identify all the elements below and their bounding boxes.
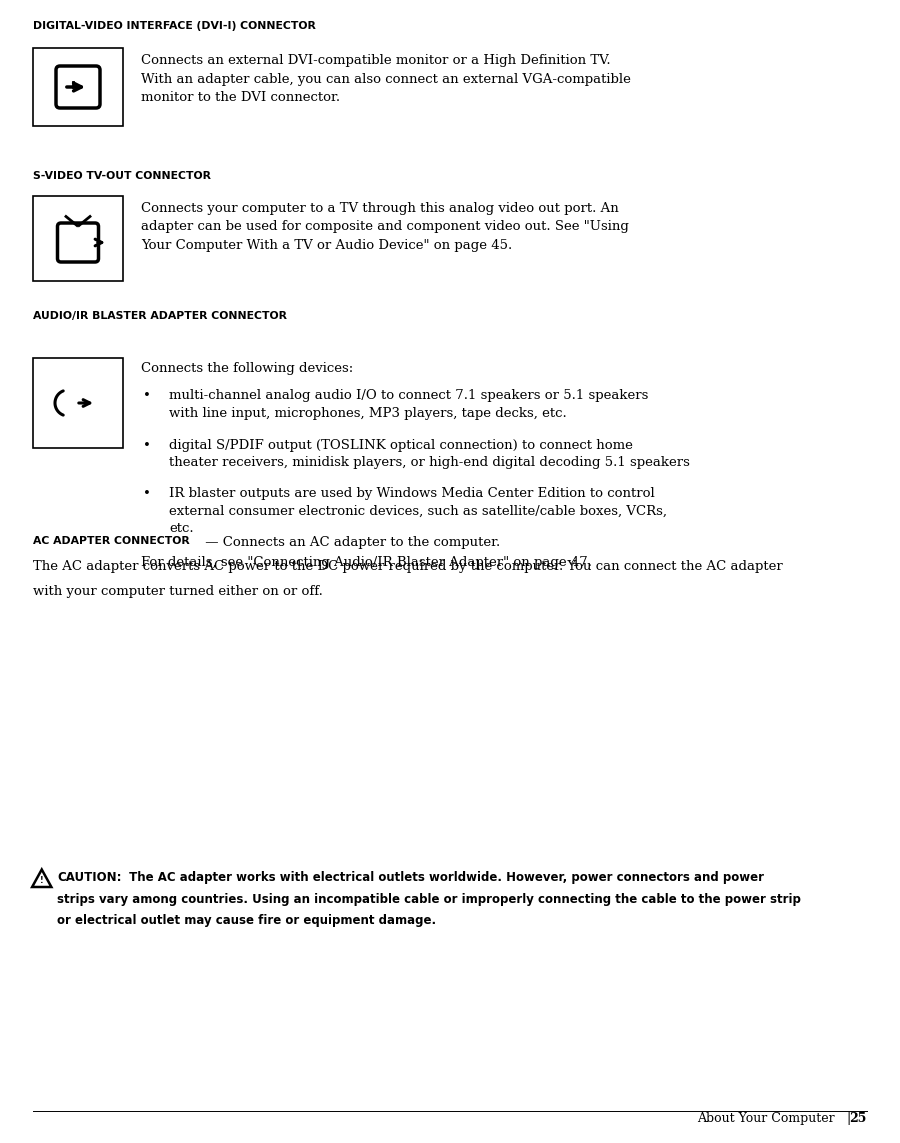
Text: Connects the following devices:: Connects the following devices: — [141, 362, 353, 375]
Text: •: • — [143, 488, 151, 501]
Bar — [33, 48, 123, 126]
Text: •: • — [143, 439, 151, 451]
Text: The AC adapter converts AC power to the DC power required by the computer. You c: The AC adapter converts AC power to the … — [33, 560, 783, 573]
Text: •: • — [143, 390, 151, 402]
Text: S-VIDEO TV-OUT CONNECTOR: S-VIDEO TV-OUT CONNECTOR — [33, 171, 211, 181]
Text: Connects your computer to a TV through this analog video out port. An
adapter ca: Connects your computer to a TV through t… — [141, 202, 629, 251]
Text: !: ! — [40, 877, 43, 886]
Polygon shape — [32, 870, 51, 887]
Bar — [33, 195, 123, 281]
FancyBboxPatch shape — [56, 66, 100, 107]
Text: digital S/PDIF output (TOSLINK optical connection) to connect home
theater recei: digital S/PDIF output (TOSLINK optical c… — [169, 439, 690, 469]
Text: AC ADAPTER CONNECTOR: AC ADAPTER CONNECTOR — [33, 536, 190, 546]
Text: AUDIO/IR BLASTER ADAPTER CONNECTOR: AUDIO/IR BLASTER ADAPTER CONNECTOR — [33, 311, 287, 321]
Text: or electrical outlet may cause fire or equipment damage.: or electrical outlet may cause fire or e… — [58, 914, 436, 927]
Text: strips vary among countries. Using an incompatible cable or improperly connectin: strips vary among countries. Using an in… — [58, 893, 801, 905]
FancyBboxPatch shape — [58, 223, 98, 262]
Text: IR blaster outputs are used by Windows Media Center Edition to control
external : IR blaster outputs are used by Windows M… — [169, 488, 667, 536]
Text: 25: 25 — [850, 1112, 867, 1125]
Text: The AC adapter works with electrical outlets worldwide. However, power connector: The AC adapter works with electrical out… — [125, 871, 764, 884]
Text: About Your Computer: About Your Computer — [698, 1112, 835, 1125]
Text: CAUTION:: CAUTION: — [58, 871, 122, 884]
Text: — Connects an AC adapter to the computer.: — Connects an AC adapter to the computer… — [201, 536, 500, 549]
Text: DIGITAL-VIDEO INTERFACE (DVI-I) CONNECTOR: DIGITAL-VIDEO INTERFACE (DVI-I) CONNECTO… — [33, 21, 316, 31]
Bar — [33, 358, 123, 448]
Text: |: | — [847, 1112, 851, 1125]
Text: Connects an external DVI-compatible monitor or a High Definition TV.
With an ada: Connects an external DVI-compatible moni… — [141, 54, 631, 104]
Text: multi-channel analog audio I/O to connect 7.1 speakers or 5.1 speakers
with line: multi-channel analog audio I/O to connec… — [169, 390, 648, 419]
Text: For details, see "Connecting Audio/IR Blaster Adapter" on page 47.: For details, see "Connecting Audio/IR Bl… — [141, 555, 592, 569]
Text: with your computer turned either on or off.: with your computer turned either on or o… — [33, 585, 323, 598]
